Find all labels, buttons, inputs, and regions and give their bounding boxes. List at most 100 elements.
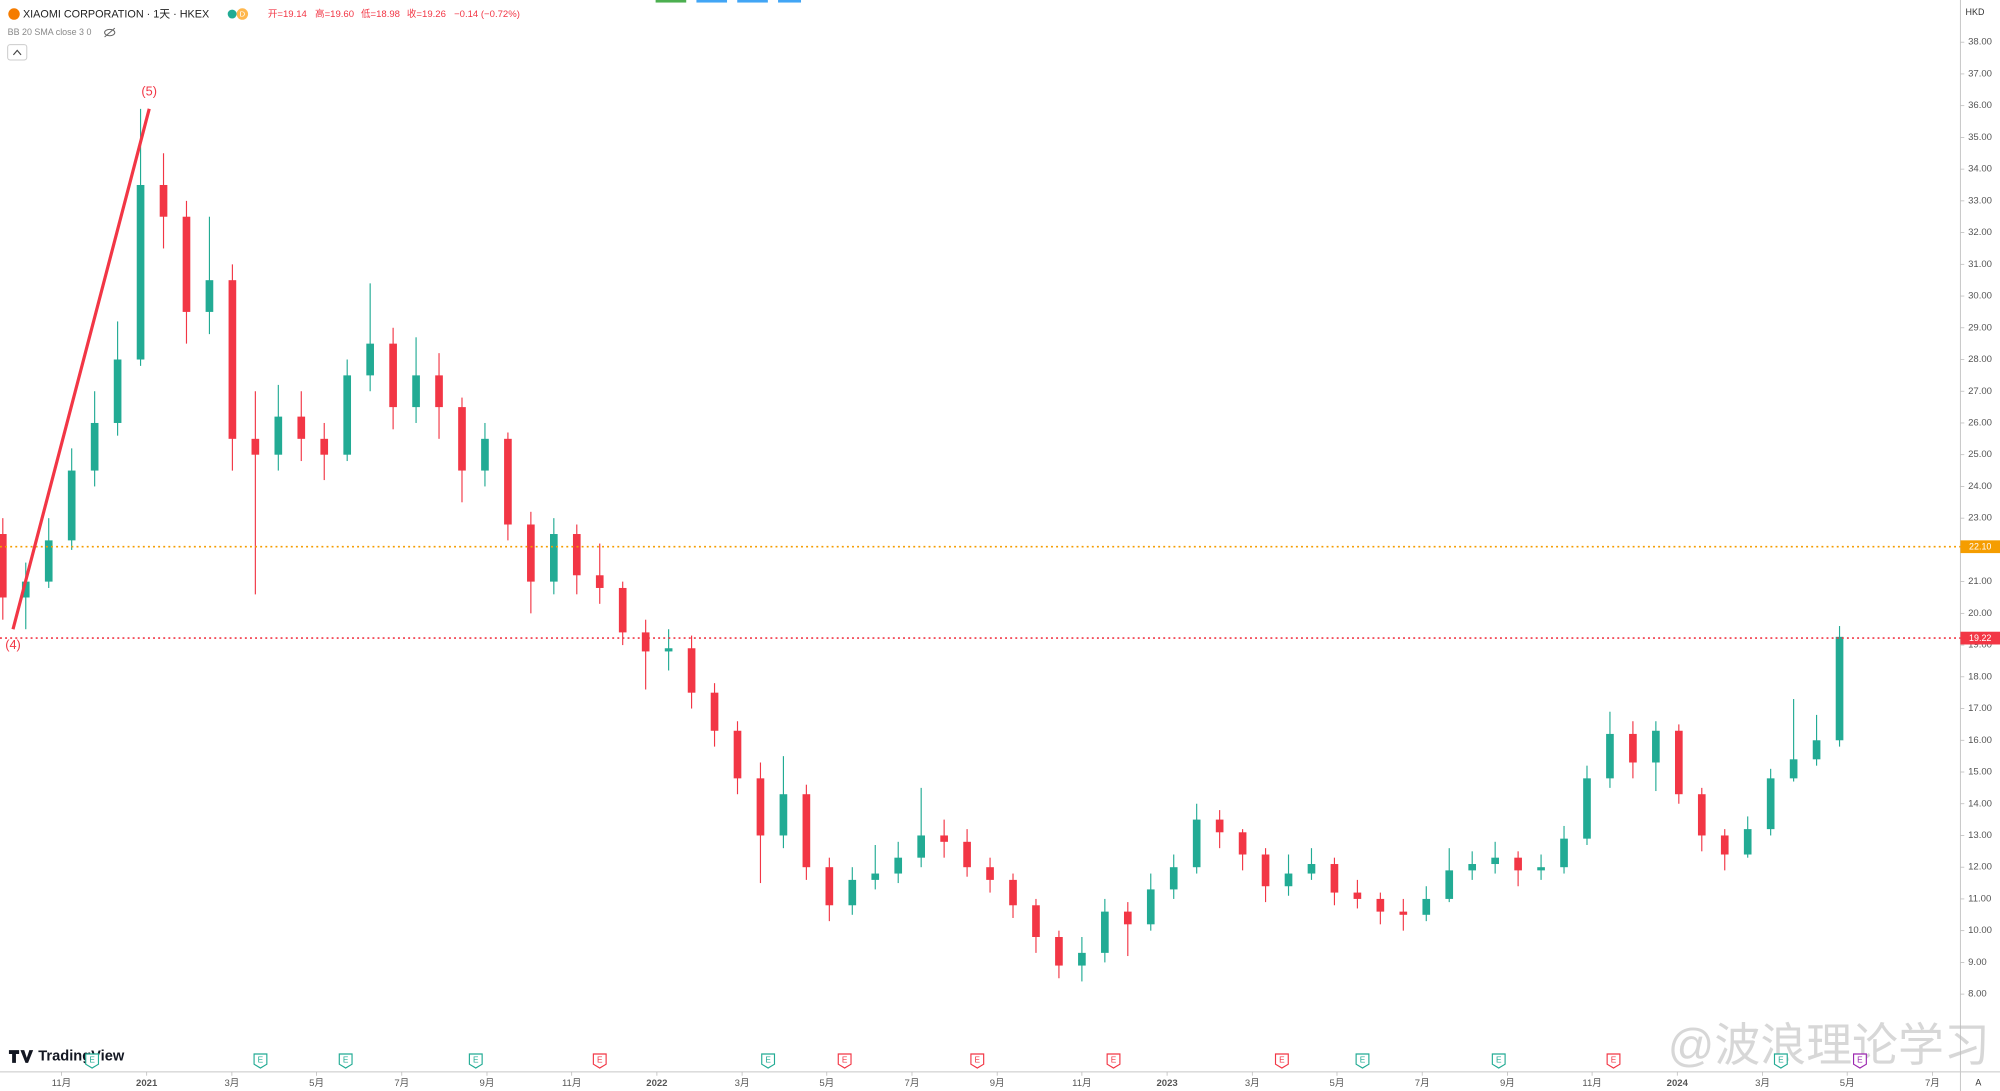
y-tick-label: 24.00 [1968,481,1992,492]
x-tick-label: 3月 [1245,1078,1260,1089]
event-marker [1491,1053,1506,1069]
badge-bg [236,8,249,20]
x-tick-label: 11月 [562,1078,581,1089]
price-label: 19.22 [1969,633,1991,643]
candle-body [825,867,834,906]
candle-body [1101,911,1109,953]
event-marker [592,1053,607,1069]
y-tick-label: 27.00 [1968,386,1992,397]
brand-logo [8,1050,34,1063]
y-tick-label: 18.00 [1968,671,1992,682]
y-tick-label: 20.00 [1968,608,1992,619]
candle-body [641,632,650,652]
candle-body [1743,829,1752,855]
candle-body [756,778,765,836]
y-tick-label: 32.00 [1968,227,1992,238]
candle-body [1491,857,1499,865]
x-tick-label: 5月 [1840,1078,1855,1089]
y-tick-label: 15.00 [1968,767,1992,778]
candle-body [1169,867,1178,890]
y-tick-label: 34.00 [1968,164,1992,175]
ohlc-close: 收=19.26 [407,8,446,20]
y-tick-label: 19.00 [1968,640,1992,651]
candle-body [687,648,696,693]
candle-body [1192,819,1201,868]
event-label: E [1857,1055,1863,1065]
candle-body [1697,794,1706,836]
candle-body [343,375,352,455]
candle-body [182,216,191,312]
ohlc-change: −0.14 (−0.72%) [454,9,520,20]
y-tick-label: 35.00 [1968,132,1992,143]
x-tick-label: 3月 [1755,1078,1770,1089]
brand-name: TradingView [38,1048,125,1064]
candle-body [802,794,811,868]
x-tick-label: 7月 [905,1078,920,1089]
candle-body [1514,857,1522,871]
x-tick-label: 3月 [224,1078,239,1089]
collapse-button[interactable] [7,44,28,61]
candle-body [1560,838,1568,868]
y-tick-label: 25.00 [1968,449,1992,460]
y-tick-label: 8.00 [1968,989,1987,1000]
candle-body [871,873,880,880]
top-highlights [655,0,802,3]
event-label: E [842,1055,848,1065]
event-marker [1274,1053,1289,1069]
candle-body [1123,911,1132,925]
candle-body [1376,898,1385,912]
badge: D [240,10,246,19]
event-label: E [1496,1055,1502,1065]
y-tick-label: 31.00 [1968,259,1992,270]
brand: TradingView [8,1048,125,1064]
candle-body [1812,740,1821,760]
x-tick-label: 2022 [646,1078,667,1089]
event-marker [1106,1053,1121,1069]
x-tick-label: 9月 [480,1078,495,1089]
y-tick-label: 13.00 [1968,830,1992,841]
candle-body [1835,636,1844,741]
candle-body [1422,898,1431,915]
candle-body [67,470,76,541]
candle-body [1789,759,1798,779]
y-tick-label: 17.00 [1968,703,1992,714]
scale-mode[interactable]: A [1975,1078,1981,1088]
y-tick-label: 9.00 [1968,957,1987,968]
candle-body [228,280,237,439]
candle-body [618,587,627,633]
price-label-bg [1960,540,2000,554]
status-dot [227,9,237,19]
candle-body [205,280,214,312]
y-tick-label: 38.00 [1968,37,1992,48]
candle-body [1284,873,1293,887]
y-tick-label: 10.00 [1968,925,1992,936]
y-tick-label: 11.00 [1968,893,1991,904]
x-tick-label: 5月 [309,1078,324,1089]
event-label: E [89,1055,95,1065]
y-tick-label: 28.00 [1968,354,1992,365]
y-tick-label: 37.00 [1968,68,1992,79]
visibility-icon[interactable] [104,27,116,38]
y-tick-label: 16.00 [1968,735,1992,746]
x-tick-label: 5月 [1330,1078,1345,1089]
symbol: XIAOMI CORPORATION · 1天 · HKEX [23,9,209,21]
watermark: @波浪理论学习 [1668,1019,1990,1071]
x-tick-label: 7月 [1925,1078,1940,1089]
candle-body [1078,952,1086,966]
candle-body [44,540,53,582]
candle-body [1009,879,1017,906]
y-tick-label: 30.00 [1968,291,1992,302]
x-tick-label: 7月 [394,1078,409,1089]
candle-body [1261,854,1270,887]
candle-body [1720,835,1729,855]
event-marker [338,1053,353,1069]
candle-body [1629,733,1637,763]
x-tick-label: 9月 [1500,1078,1515,1089]
candle-body [963,841,971,868]
candle-body [894,857,903,874]
candle-body [1330,864,1339,893]
event-label: E [1778,1055,1784,1065]
event-label: E [765,1055,771,1065]
